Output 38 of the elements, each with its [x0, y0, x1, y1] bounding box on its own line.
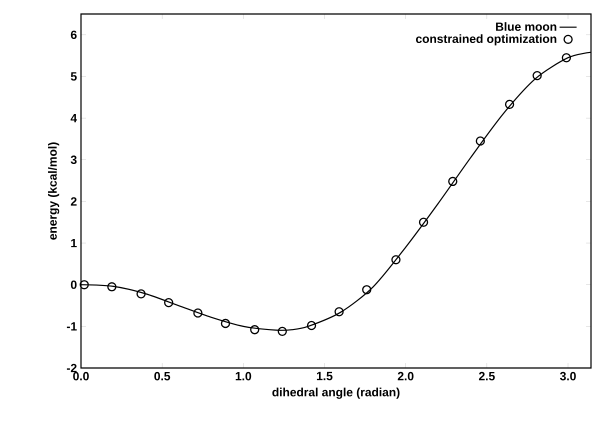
x-tick-label: 1.0	[236, 372, 252, 380]
point	[391, 255, 401, 264]
point	[476, 136, 485, 146]
point	[334, 307, 344, 316]
y-tick-label: 4	[70, 114, 78, 122]
x-tick-label: 1.5	[316, 372, 332, 380]
x-tick-label: 0.0	[73, 372, 89, 380]
point	[136, 289, 146, 298]
y-tick-label: -1	[66, 322, 77, 330]
legend-label: constrained optimization	[416, 34, 556, 46]
y-tick-label: 6	[70, 30, 77, 40]
point	[306, 320, 316, 330]
y-axis-title: energy (kcal/mol)	[48, 142, 60, 240]
point	[80, 280, 89, 290]
y-tick-label: 1	[71, 238, 77, 248]
point	[220, 318, 230, 328]
point	[448, 176, 458, 186]
point	[418, 218, 428, 227]
x-axis-title: dihedral angle (radian)	[272, 388, 400, 399]
y-tick-label: 0	[70, 280, 77, 289]
legend-label: Blue moon	[496, 22, 556, 31]
point	[193, 308, 203, 318]
y-tick-label: 3	[70, 156, 77, 164]
x-tick-label: 0.5	[154, 372, 170, 380]
x-tick-label: 2.5	[478, 372, 495, 380]
point	[107, 282, 116, 292]
x-tick-label: 3.0	[560, 372, 576, 380]
y-tick-label: 5	[70, 72, 77, 81]
point	[504, 100, 514, 110]
point	[278, 326, 287, 336]
x-tick-label: 2.0	[398, 372, 414, 380]
y-tick-label: 2	[70, 197, 77, 206]
point	[562, 53, 572, 62]
point	[164, 298, 174, 308]
y-tick-label: -2	[66, 364, 77, 372]
point	[250, 325, 260, 334]
point	[362, 285, 372, 294]
point	[532, 71, 542, 80]
